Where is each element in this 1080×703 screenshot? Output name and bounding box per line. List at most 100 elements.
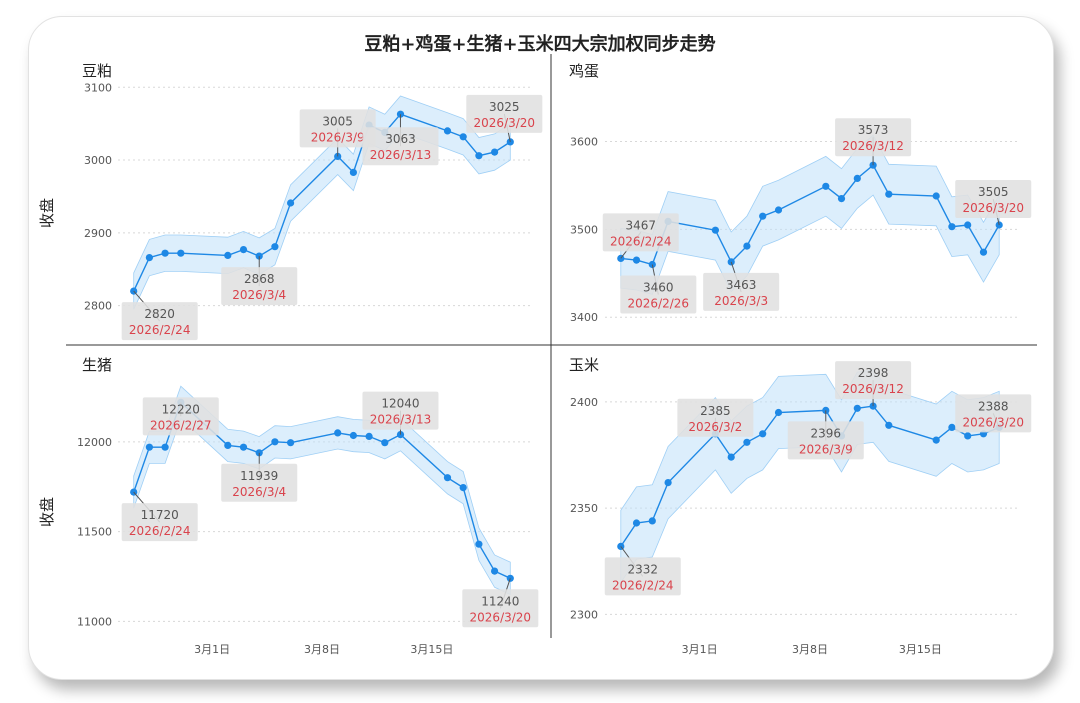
annotation-date: 2026/3/13: [370, 148, 432, 162]
data-point: [932, 436, 940, 444]
annotation: 3005 2026/3/9: [299, 109, 376, 157]
data-point: [224, 251, 232, 259]
y-tick-label: 11500: [77, 526, 112, 539]
annotation-date: 2026/2/24: [129, 524, 191, 538]
annotation-date: 2026/2/24: [612, 578, 674, 592]
data-point: [743, 242, 751, 250]
data-point: [459, 133, 467, 141]
annotation-box: [221, 463, 298, 502]
annotation-value: 2396: [810, 426, 841, 440]
data-point: [774, 206, 783, 214]
annotation-value: 12040: [381, 397, 419, 411]
annotation: 3463 2026/3/3: [703, 261, 780, 311]
annotation-box: [142, 397, 219, 436]
annotation-value: 3505: [978, 185, 1009, 199]
annotation-box: [466, 94, 543, 133]
data-point: [443, 474, 452, 482]
annotation-box: [955, 394, 1032, 433]
annotation-date: 2026/2/26: [628, 297, 690, 311]
annotation-date: 2026/3/9: [311, 130, 365, 144]
page-title: 豆粕+鸡蛋+生猪+玉米四大宗加权同步走势: [364, 34, 716, 55]
data-point: [964, 221, 972, 229]
annotation-value: 3573: [858, 123, 889, 137]
annotation: 2820 2026/2/24: [121, 290, 198, 341]
data-point: [475, 540, 483, 548]
panel-title: 生猪: [82, 356, 112, 374]
y-tick-label: 3000: [84, 154, 112, 167]
panel-title: 鸡蛋: [569, 62, 599, 80]
annotation-box: [604, 557, 681, 596]
annotation-box: [955, 179, 1032, 218]
y-tick-label: 2300: [570, 608, 598, 621]
data-point: [885, 421, 893, 429]
y-tick-label: 2800: [84, 300, 112, 313]
annotation-value: 2385: [700, 404, 731, 418]
annotation-box: [121, 302, 198, 341]
x-tick-label: 3月8日: [304, 643, 340, 656]
annotation-value: 11939: [240, 469, 278, 483]
annotation: 2385 2026/3/2: [677, 398, 754, 437]
annotation: 2388 2026/3/20: [955, 394, 1032, 433]
data-point: [506, 574, 514, 582]
annotation-value: 3005: [322, 114, 353, 128]
data-point: [964, 432, 972, 440]
annotation: 2398 2026/3/12: [835, 361, 912, 407]
y-tick-label: 2400: [570, 396, 598, 409]
annotation: 11939 2026/3/4: [221, 452, 298, 502]
annotation-date: 2026/3/20: [962, 201, 1024, 215]
data-point: [271, 438, 279, 446]
annotation-date: 2026/3/13: [370, 413, 432, 427]
data-point: [837, 195, 846, 203]
y-tick-label: 3500: [570, 223, 598, 236]
data-point: [743, 438, 751, 446]
annotation-box: [787, 421, 864, 460]
annotation-value: 3463: [726, 278, 757, 292]
annotation-date: 2026/2/27: [150, 418, 212, 432]
annotation: 12040 2026/3/13: [362, 391, 439, 435]
annotation-box: [121, 503, 198, 542]
data-point: [885, 190, 893, 198]
panel-title: 豆粕: [82, 62, 112, 80]
annotation-date: 2026/3/20: [470, 610, 532, 624]
panel-title: 玉米: [569, 356, 599, 374]
data-point: [239, 246, 248, 254]
data-point: [459, 484, 467, 492]
y-tick-label: 12000: [77, 436, 112, 449]
data-point: [349, 431, 357, 440]
annotation: 3467 2026/2/24: [602, 213, 679, 259]
data-point: [491, 567, 499, 575]
annotation: 3573 2026/3/12: [835, 118, 912, 166]
data-point: [287, 199, 295, 207]
data-point: [491, 148, 499, 156]
data-point: [853, 404, 861, 412]
annotation: 3460 2026/2/26: [620, 264, 697, 314]
y-tick-label: 3600: [570, 136, 598, 149]
annotation-box: [835, 361, 912, 400]
data-point: [224, 441, 232, 449]
annotation-date: 2026/2/24: [610, 234, 672, 248]
data-point: [475, 152, 483, 160]
data-point: [632, 519, 641, 527]
annotation-date: 2026/3/20: [962, 415, 1024, 429]
data-point: [334, 429, 342, 437]
data-point: [932, 192, 940, 200]
annotation: 3025 2026/3/20: [466, 94, 543, 142]
data-point: [648, 260, 656, 269]
annotation-box: [221, 267, 298, 306]
annotation-date: 2026/3/4: [232, 485, 286, 499]
annotation-value: 2868: [244, 272, 275, 286]
annotation-value: 11240: [481, 594, 519, 608]
annotation-value: 3063: [385, 132, 416, 146]
data-point: [177, 249, 185, 257]
annotation-date: 2026/3/12: [842, 382, 904, 396]
annotation-value: 2332: [627, 562, 658, 576]
data-point: [239, 443, 248, 451]
annotation-value: 3025: [489, 100, 520, 114]
data-point: [711, 226, 720, 234]
data-point: [948, 223, 956, 231]
annotation-box: [703, 272, 780, 311]
data-point: [853, 174, 861, 182]
panel-玉米: 玉米 2300 2350 2400 3月1日 3月8日 3月15日 2332 2026/2/24…: [569, 356, 1032, 656]
data-point: [822, 182, 830, 190]
